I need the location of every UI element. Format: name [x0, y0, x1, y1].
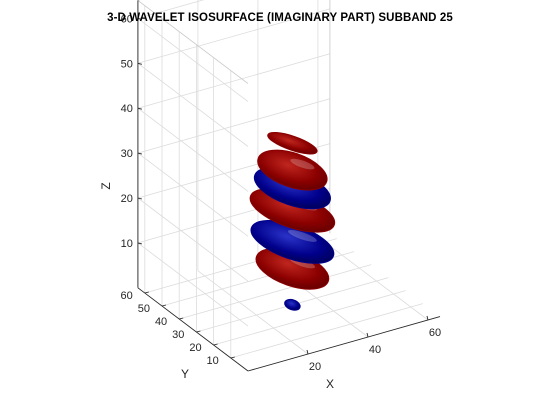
grid-line — [137, 152, 249, 237]
grid-line — [137, 0, 205, 19]
z-tick — [137, 107, 143, 110]
grid-line — [137, 143, 331, 199]
grid-line — [197, 270, 309, 355]
y-tick — [196, 330, 201, 333]
positive-isosurface-band — [257, 149, 328, 191]
x-tick — [426, 315, 429, 321]
grid-line — [317, 236, 429, 321]
grid-line — [137, 242, 249, 327]
y-tick — [213, 343, 218, 346]
plot-title: 3-D WAVELET ISOSURFACE (IMAGINARY PART) … — [107, 12, 453, 24]
grid-line — [179, 264, 372, 320]
y-tick-label: 10 — [207, 355, 219, 367]
z-tick-label: 40 — [121, 103, 133, 115]
axes-grid — [137, 0, 429, 359]
y-tick-label: 20 — [189, 342, 201, 354]
tick-labels: 20 40 60 10 20 30 40 50 60 10 20 30 40 50 60 — [121, 13, 442, 373]
z-axis-label: Z — [99, 182, 113, 189]
y-tick — [230, 356, 235, 359]
z-tick-label: 60 — [121, 13, 133, 25]
y-tick-label: 30 — [172, 329, 184, 341]
isosurface-bands — [249, 131, 336, 311]
x-axis-label: X — [326, 377, 334, 391]
z-tick-label: 20 — [121, 193, 133, 205]
grid-line — [137, 197, 249, 282]
y-tick — [144, 291, 149, 294]
z-tick — [137, 242, 143, 245]
z-tick — [137, 197, 143, 200]
band-highlight — [287, 229, 317, 242]
grid-line — [137, 107, 249, 192]
x-tick-label: 60 — [429, 327, 441, 339]
axis-labels: X Y Z — [99, 182, 334, 391]
x-axis-line — [247, 316, 441, 372]
grid-line — [213, 290, 406, 346]
grid-line — [137, 53, 331, 109]
y-tick — [179, 317, 184, 320]
z-tick — [137, 152, 143, 155]
z-tick-label: 30 — [121, 148, 133, 160]
y-tick-label: 50 — [138, 303, 150, 315]
axes-lines — [137, 0, 441, 372]
z-tick — [137, 17, 143, 20]
grid-line — [137, 98, 331, 154]
y-tick-label: 40 — [155, 316, 167, 328]
x-tick — [306, 349, 309, 355]
z-tick-label: 10 — [121, 238, 133, 250]
z-tick-label: 50 — [121, 58, 133, 70]
y-tick — [161, 304, 167, 307]
grid-line — [137, 18, 249, 102]
positive-isosurface-band — [267, 131, 318, 155]
x-tick-label: 40 — [369, 344, 381, 356]
x-tick-label: 20 — [309, 361, 321, 373]
x-tick — [366, 332, 369, 338]
negative-isosurface-band — [284, 298, 301, 311]
grid-line — [137, 62, 249, 147]
y-axis-line — [137, 287, 249, 372]
band-highlight — [290, 158, 315, 170]
y-axis-label: Y — [181, 367, 189, 381]
y-tick-label: 60 — [121, 290, 133, 302]
z-tick — [137, 62, 143, 65]
grid-line — [137, 8, 331, 64]
box-edge — [137, 0, 249, 84]
grid-line — [230, 303, 423, 359]
